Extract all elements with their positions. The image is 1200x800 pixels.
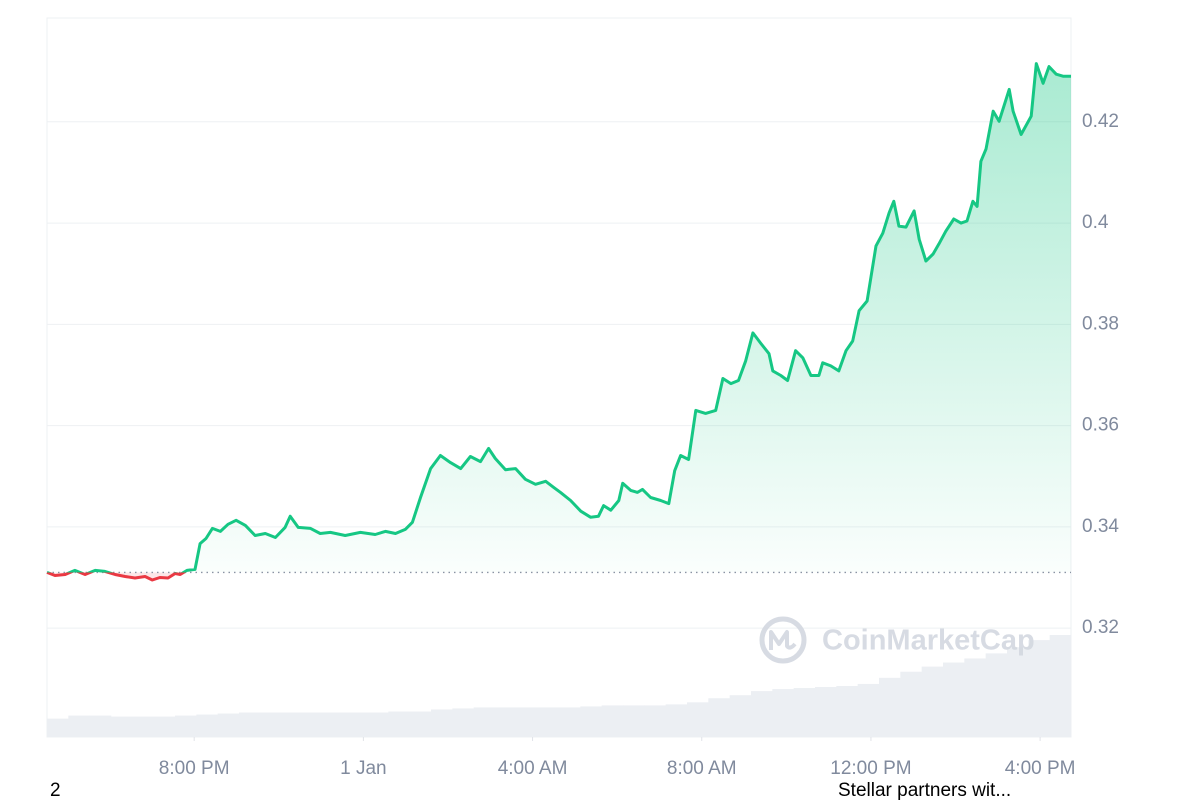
volume-bar: [239, 712, 261, 737]
volume-bar: [388, 711, 410, 737]
y-tick-label: 0.34: [1082, 516, 1119, 537]
watermark-logo: [759, 616, 807, 664]
volume-bar: [153, 716, 176, 737]
volume-bar: [900, 671, 922, 737]
y-tick-label: 0.32: [1082, 617, 1119, 638]
x-tick-label: 12:00 PM: [830, 758, 911, 779]
volume-bar: [644, 705, 666, 737]
volume-bar: [964, 658, 986, 737]
x-tick-label: 4:00 AM: [498, 758, 568, 779]
volume-bar: [111, 716, 133, 737]
x-tick-label: 8:00 PM: [159, 758, 230, 779]
volume-bar: [921, 666, 944, 737]
volume-bar: [345, 712, 368, 737]
volume-bar: [1049, 635, 1072, 737]
volume-bar: [793, 688, 816, 737]
volume-bar: [559, 707, 581, 737]
volume-bar: [452, 708, 474, 737]
volume-bar: [857, 683, 880, 737]
volume-bar: [687, 702, 709, 737]
volume-bar: [196, 714, 218, 737]
plot: 0.32 0.34 0.36 0.38 0.4 0.42 8:00 PM 1 Jan 4:00 …: [46, 17, 1119, 779]
volume-bar: [409, 711, 432, 737]
volume-bar: [473, 707, 496, 737]
y-tick-label: 0.38: [1082, 313, 1119, 334]
x-tick-label: 8:00 AM: [667, 758, 737, 779]
footer-left: 2: [50, 780, 61, 800]
volume-bar: [815, 687, 837, 737]
volume-bar: [324, 712, 346, 737]
watermark-text: CoinMarketCap: [822, 625, 1035, 657]
volume-bar: [836, 686, 858, 737]
volume-bar: [68, 715, 90, 737]
volume-bar: [260, 712, 282, 737]
volume-bar: [751, 691, 773, 737]
y-tick-label: 0.4: [1082, 212, 1109, 233]
volume-bar: [879, 677, 901, 737]
volume-bar: [1028, 640, 1050, 737]
price-line: [46, 62, 1071, 582]
volume-bar: [985, 653, 1008, 737]
volume-bar: [495, 707, 517, 737]
watermark: CoinMarketCap: [759, 616, 1035, 664]
volume-bar: [367, 712, 389, 737]
volume-bar: [303, 712, 325, 737]
volume-bar: [537, 707, 560, 737]
watermark-logo-mark: [769, 630, 797, 650]
volume-bar: [772, 689, 794, 737]
y-tick-label: 0.42: [1082, 111, 1119, 132]
volume-bar: [1007, 647, 1029, 737]
volume-bar: [623, 705, 645, 737]
x-tick-label: 4:00 PM: [1005, 758, 1076, 779]
footer-right: Stellar partners wit...: [838, 780, 1011, 800]
volume-bar: [217, 713, 240, 737]
volume-bar: [729, 695, 752, 737]
x-tick-label: 1 Jan: [340, 758, 386, 779]
volume-bar: [47, 718, 69, 737]
volume-bar: [601, 705, 624, 737]
volume-bar: [175, 715, 197, 737]
volume-bar: [943, 662, 965, 737]
area: [47, 63, 1071, 581]
volume-bar: [431, 709, 453, 737]
volume-bar: [132, 716, 154, 737]
volume-bar: [708, 698, 730, 737]
volume-bar: [580, 706, 602, 737]
volume-bar: [665, 704, 688, 737]
volume-bar: [89, 715, 112, 737]
volume-bar: [516, 707, 538, 737]
y-tick-label: 0.36: [1082, 415, 1119, 436]
volume-bar: [281, 712, 304, 737]
